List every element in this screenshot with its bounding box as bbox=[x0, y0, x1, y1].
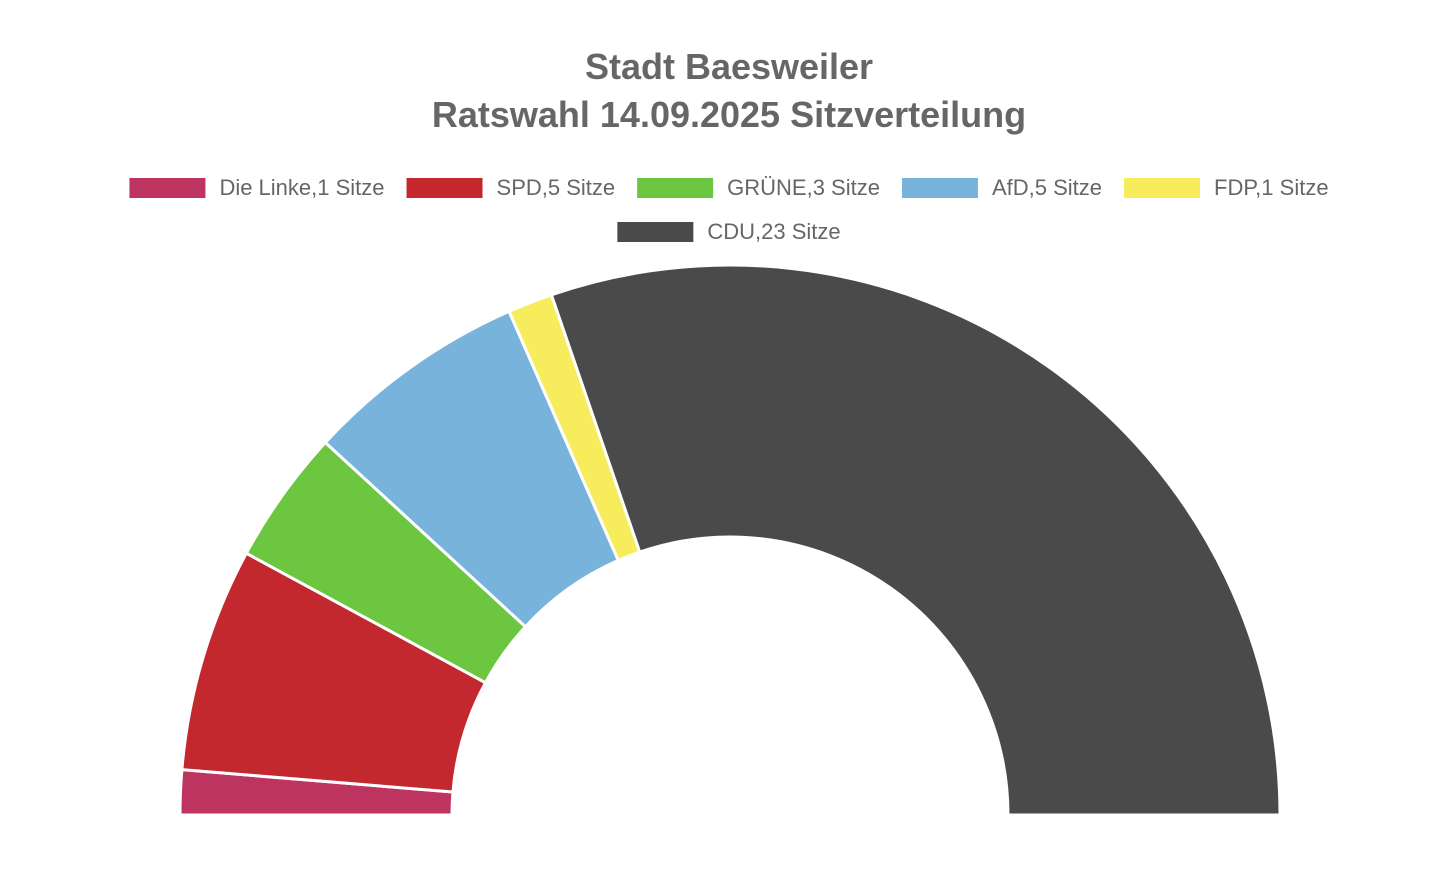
chart-title: Ratswahl 14.09.2025 Sitzverteilung bbox=[432, 94, 1026, 135]
legend-swatch bbox=[1124, 178, 1201, 198]
slice bbox=[549, 263, 1282, 817]
legend-swatch bbox=[637, 178, 714, 198]
legend-swatch bbox=[406, 178, 483, 198]
legend-label: Die Linke,1 Sitze bbox=[219, 175, 384, 200]
legend-swatch bbox=[901, 178, 978, 198]
legend-label: GRÜNE,3 Sitze bbox=[727, 175, 880, 200]
legend-label: FDP,1 Sitze bbox=[1214, 175, 1329, 200]
legend-label: CDU,23 Sitze bbox=[707, 219, 840, 244]
legend-label: SPD,5 Sitze bbox=[497, 175, 616, 200]
legend-swatch bbox=[129, 178, 206, 198]
legend-swatch bbox=[617, 222, 694, 242]
legend-label: AfD,5 Sitze bbox=[992, 175, 1102, 200]
chart-title: Stadt Baesweiler bbox=[585, 46, 873, 87]
